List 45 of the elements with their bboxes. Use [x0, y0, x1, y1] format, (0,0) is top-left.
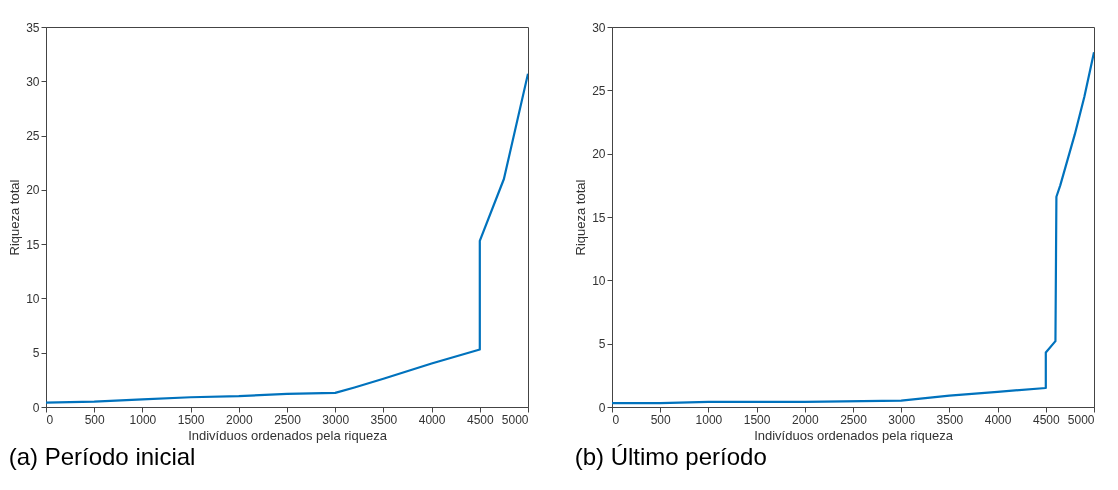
x-tick-label: 5000 [501, 412, 529, 427]
x-tick-label: 0 [46, 412, 54, 427]
y-tick-label: 25 [592, 83, 606, 98]
y-tick-label: 20 [592, 147, 606, 162]
x-tick-label: 1500 [743, 412, 771, 427]
x-tick-label: 2500 [840, 412, 868, 427]
text: (a) Período inicial [8, 443, 196, 470]
x-axis-title: Indivíduos ordenados pela riqueza [754, 427, 954, 443]
x-tick-label: 1500 [177, 412, 205, 427]
x-tick-label: 1000 [129, 412, 157, 427]
y-tick-label: 35 [26, 20, 40, 35]
x-tick-label: 2000 [225, 412, 253, 427]
line-series [46, 72, 528, 404]
x-tick-label: 4500 [1032, 412, 1060, 427]
x-tick-label: 3000 [322, 412, 350, 427]
x-tick-label: 500 [84, 412, 106, 427]
x-tick-label: 2500 [274, 412, 302, 427]
x-tick-label: 3500 [936, 412, 964, 427]
y-tick-label: 30 [592, 20, 606, 35]
y-tick-label: 10 [26, 291, 40, 306]
y-tick-label: 5 [32, 346, 40, 361]
x-tick-label: 0 [612, 412, 620, 427]
x-tick-label: 500 [650, 412, 672, 427]
x-tick-label: 1000 [695, 412, 723, 427]
x-tick-label: 5000 [1067, 412, 1095, 427]
x-tick-label: 4000 [418, 412, 446, 427]
x-tick-label: 3500 [370, 412, 398, 427]
y-tick-label: 15 [592, 210, 606, 225]
x-tick-label: 4500 [466, 412, 494, 427]
y-tick-label: 5 [598, 337, 606, 352]
x-tick-label: 2000 [791, 412, 819, 427]
y-tick-label: 25 [26, 129, 40, 144]
text: (b) Último período [574, 443, 767, 470]
y-tick-label: 15 [26, 237, 40, 252]
y-tick-label: 0 [598, 400, 606, 415]
y-tick-label: 20 [26, 183, 40, 198]
y-tick-label: 0 [32, 400, 40, 415]
y-axis-title: Riqueza total [7, 179, 23, 256]
y-tick-label: 30 [26, 74, 40, 89]
x-tick-label: 3000 [888, 412, 916, 427]
x-tick-label: 4000 [984, 412, 1012, 427]
x-axis-title: Indivíduos ordenados pela riqueza [188, 427, 388, 443]
y-tick-label: 10 [592, 273, 606, 288]
y-axis-title: Riqueza total [573, 179, 589, 256]
line-series [612, 51, 1094, 405]
